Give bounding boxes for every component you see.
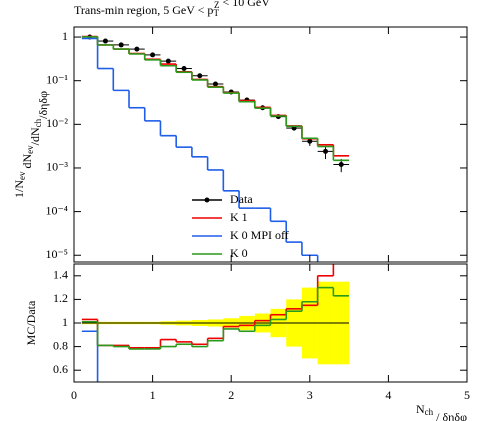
text-part: ev [17,171,27,180]
step-connector [96,331,99,382]
data-point [118,42,124,48]
text-part: T [213,8,219,18]
legend-marker [204,197,210,203]
x-tick-label: 4 [385,388,391,402]
x-tick-label: 2 [228,388,234,402]
data-point [197,73,203,79]
y-tick-label: 1.4 [53,268,68,282]
step-connector [96,287,335,349]
plot-area [81,34,350,262]
text-part: /dN [28,127,42,145]
text-part: / δηδφ [433,410,467,421]
data-point [212,81,218,87]
text-part: Z [214,0,220,10]
text-part: ev [25,145,35,154]
text-part: /δηδφ [36,91,50,119]
x-axis-label: Nch / δηδφ [416,402,467,421]
y-tick-label: 1 [62,315,68,329]
data-point [134,46,140,52]
step-connector [96,36,335,161]
text-part: < 10 GeV [219,0,270,9]
data-point [165,58,171,64]
x-tick-label: 1 [150,388,156,402]
chart-title: Trans-min region, 5 GeV < pTZ < 10 GeV [74,0,270,18]
y-tick-label: 1.2 [53,291,68,305]
y-tick-label: 10⁻⁴ [45,203,68,217]
legend-label: Data [230,192,253,206]
y-tick-label: 1 [62,29,68,43]
data-point [323,148,329,154]
text-part: ch [33,118,43,127]
step-connector [96,38,319,262]
text-part: ch [425,407,434,417]
y-axis-label: MC/Data [24,300,38,345]
y-axis-label: 1/Nev dNev/dNch/δηδφ [12,91,50,198]
y-tick-label: 10⁻¹ [46,72,68,86]
y-tick-label: 10⁻⁵ [45,247,68,261]
legend-label: K 0 MPI off [230,228,289,242]
y-tick-label: 0.8 [53,338,68,352]
plot-frame [73,26,468,263]
x-tick-label: 5 [464,388,470,402]
x-tick-label: 0 [71,388,77,402]
y-tick-label: 10⁻² [46,116,68,130]
legend-label: K 0 [230,246,248,260]
text-part: 1/N [12,180,26,198]
legend-label: K 1 [230,210,248,224]
text-part: dN [20,154,34,172]
y-tick-label: 0.6 [53,362,68,376]
data-point [307,138,313,144]
data-point [338,162,344,168]
x-tick-label: 3 [307,388,313,402]
data-point [102,38,108,44]
text-part: N [416,402,425,416]
text-part: Trans-min region, 5 GeV < p [74,3,213,17]
data-point [150,52,156,58]
y-tick-label: 10⁻³ [46,160,68,174]
data-point [181,66,187,72]
plot-area [81,264,350,382]
